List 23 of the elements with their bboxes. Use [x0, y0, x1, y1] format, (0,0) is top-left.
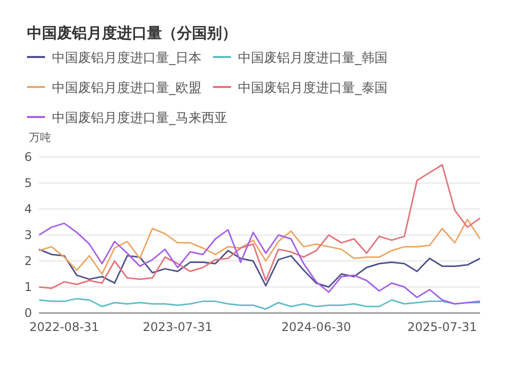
legend-label: 中国废铝月度进口量_韩国 — [238, 50, 388, 66]
legend-label: 中国废铝月度进口量_日本 — [52, 50, 202, 66]
x-tick-label: 2025-07-31 — [407, 320, 478, 334]
x-tick-label: 2024-06-30 — [281, 320, 352, 334]
line-series — [38, 218, 481, 275]
y-tick-label: 5 — [24, 176, 32, 190]
line-series — [38, 222, 481, 305]
line-series — [38, 298, 481, 310]
legend-label: 中国废铝月度进口量_马来西亚 — [52, 110, 228, 126]
x-tick-label: 2022-08-31 — [29, 320, 100, 334]
line-series — [38, 164, 481, 290]
legend-label: 中国废铝月度进口量_欧盟 — [52, 80, 202, 96]
y-tick-label: 6 — [24, 150, 32, 164]
y-axis-title: 万吨 — [29, 131, 51, 144]
chart-title: 中国废铝月度进口量（分国别） — [27, 24, 237, 42]
y-tick-label: 3 — [24, 228, 32, 242]
y-tick-label: 0 — [24, 306, 32, 320]
y-tick-label: 4 — [24, 202, 32, 216]
y-tick-label: 1 — [24, 280, 32, 294]
legend-label: 中国废铝月度进口量_泰国 — [238, 80, 388, 96]
x-tick-label: 2023-07-31 — [142, 320, 212, 334]
line-series — [38, 248, 481, 288]
y-tick-label: 2 — [24, 254, 32, 268]
